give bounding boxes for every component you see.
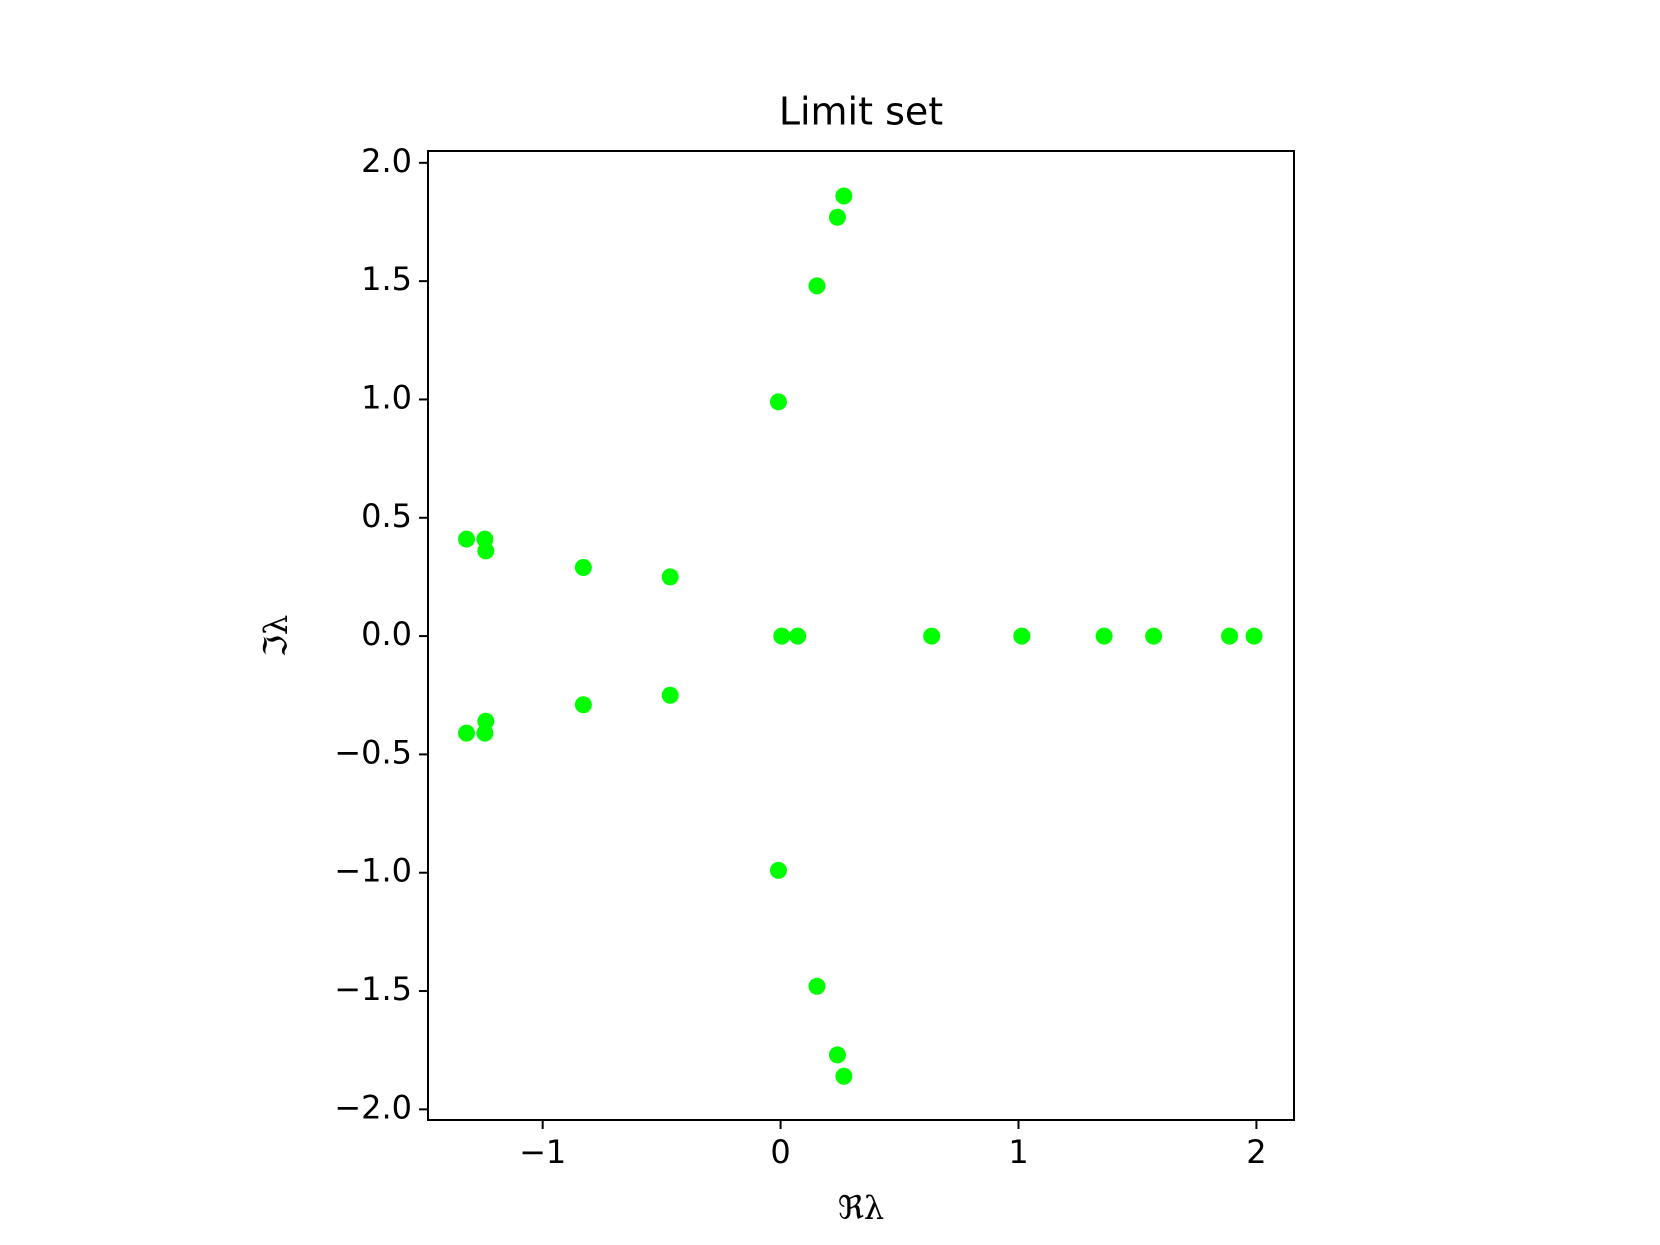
point [769, 861, 787, 879]
point [1013, 627, 1031, 645]
point [828, 1046, 846, 1064]
y-tick-label: 2.0 [361, 142, 412, 180]
x-axis-label: ℜλ [838, 1189, 884, 1227]
point [477, 712, 495, 730]
y-tick-label: 0.5 [361, 497, 412, 535]
y-tick-label: −2.0 [334, 1088, 412, 1126]
point [661, 568, 679, 586]
point [1095, 627, 1113, 645]
point [808, 277, 826, 295]
point [1145, 627, 1163, 645]
point [835, 187, 853, 205]
y-axis-label: ℑλ [257, 615, 295, 658]
point [661, 686, 679, 704]
point [769, 393, 787, 411]
point [828, 208, 846, 226]
x-tick-label: −1 [519, 1133, 566, 1171]
point [574, 558, 592, 576]
point [1245, 627, 1263, 645]
x-tick-label: 0 [770, 1133, 790, 1171]
y-tick-label: −1.0 [334, 852, 412, 890]
point [773, 627, 791, 645]
point [477, 542, 495, 560]
y-tick-label: 0.0 [361, 615, 412, 653]
point [808, 977, 826, 995]
y-tick-label: −1.5 [334, 970, 412, 1008]
point [789, 627, 807, 645]
point [574, 696, 592, 714]
x-tick-label: 1 [1008, 1133, 1028, 1171]
y-tick-label: 1.5 [361, 260, 412, 298]
x-tick-label: 2 [1246, 1133, 1266, 1171]
point [835, 1067, 853, 1085]
point [923, 627, 941, 645]
plot-frame [427, 150, 1295, 1121]
y-tick-label: 1.0 [361, 378, 412, 416]
chart-title: Limit set [779, 90, 943, 134]
point [1221, 627, 1239, 645]
point [458, 530, 476, 548]
point [458, 724, 476, 742]
y-tick-label: −0.5 [334, 733, 412, 771]
